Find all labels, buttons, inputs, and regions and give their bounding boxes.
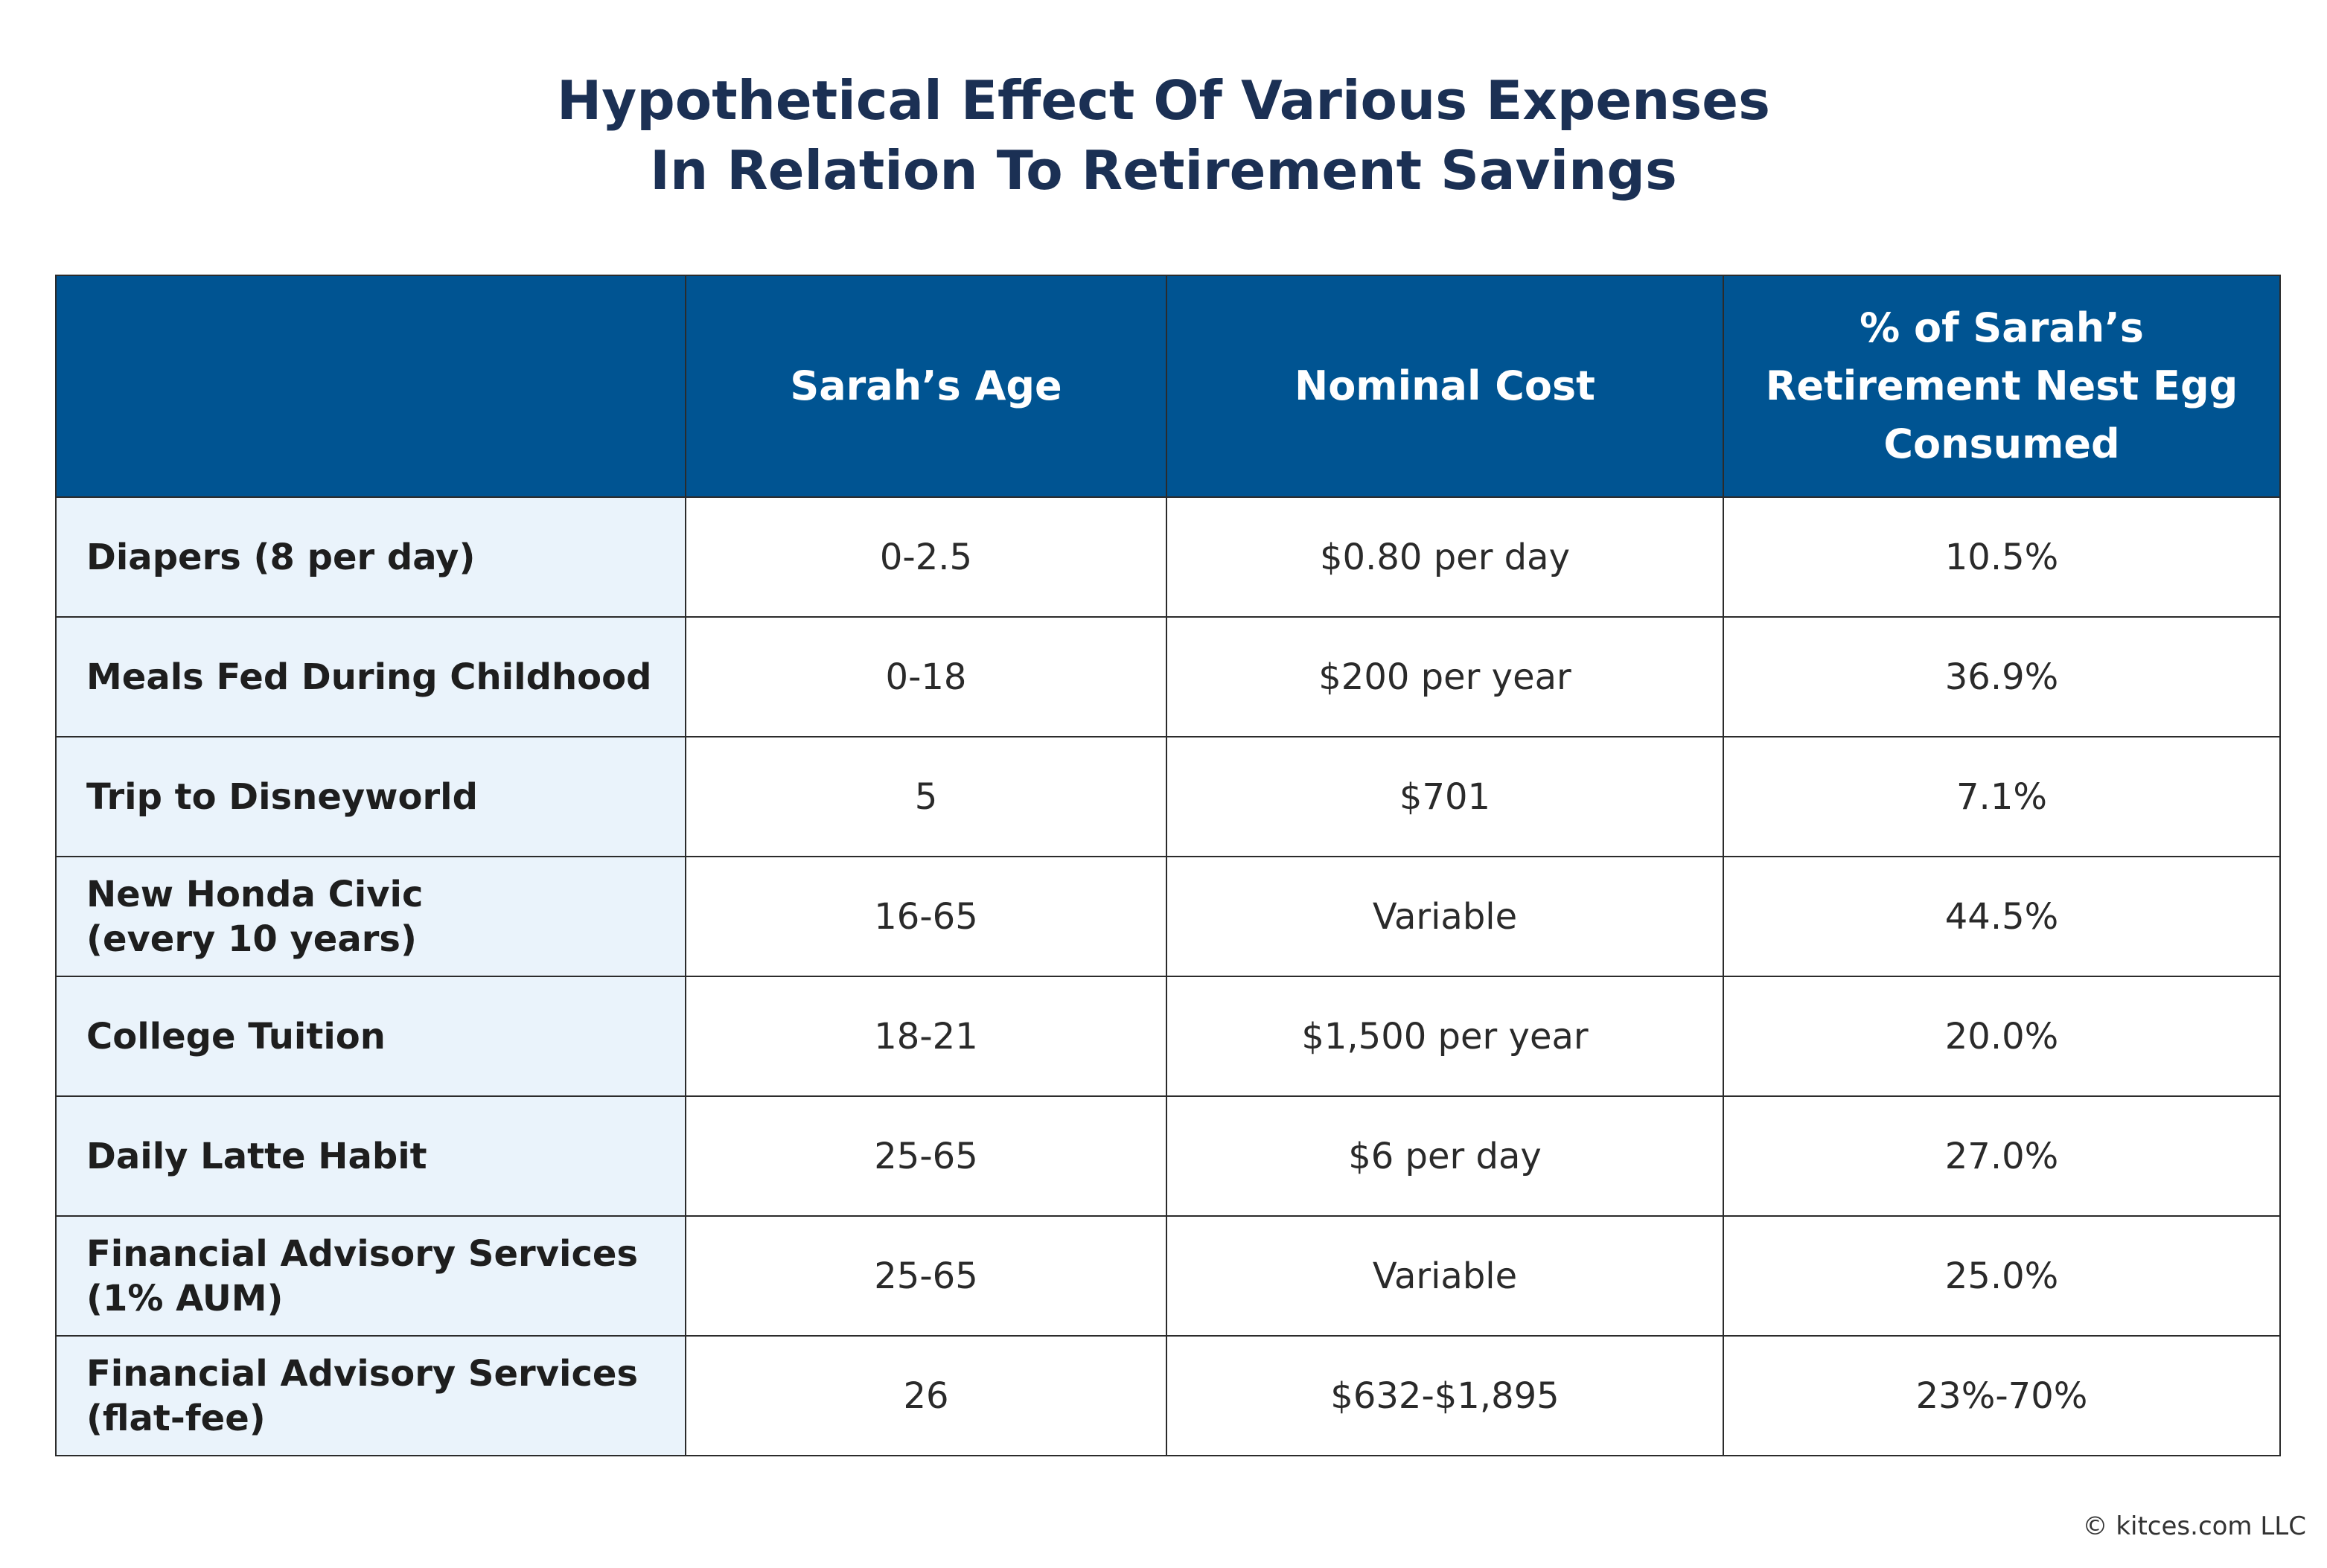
percent-cell: 7.1% (1723, 736, 2281, 857)
header-expense (55, 275, 686, 498)
expense-label-line-1: Financial Advisory Services (86, 1232, 639, 1275)
title-line-2: In Relation To Retirement Savings (650, 139, 1677, 202)
cost-cell: Variable (1166, 856, 1724, 977)
age-cell: 0-18 (685, 616, 1167, 737)
cost-cell: Variable (1166, 1215, 1724, 1337)
table-row: Financial Advisory Services (flat-fee) 26 $… (55, 1335, 2281, 1456)
header-percent-line-1: % of Sarah’s (1860, 304, 2144, 351)
expense-label: New Honda Civic (every 10 years) (55, 856, 686, 977)
expense-label-line-1: Meals Fed During Childhood (86, 656, 652, 698)
age-cell: 25-65 (685, 1095, 1167, 1217)
percent-cell: 20.0% (1723, 976, 2281, 1097)
header-percent-line-3: Consumed (1883, 420, 2120, 467)
page-title: Hypothetical Effect Of Various Expenses … (0, 65, 2327, 205)
expense-label-line-1: Diapers (8 per day) (86, 536, 476, 578)
title-line-1: Hypothetical Effect Of Various Expenses (557, 69, 1770, 132)
header-sarahs-age: Sarah’s Age (685, 275, 1167, 498)
table-row: Diapers (8 per day) 0-2.5 $0.80 per day 10.… (55, 496, 2281, 618)
table-row: New Honda Civic (every 10 years) 16-65 Vari… (55, 856, 2281, 977)
age-cell: 0-2.5 (685, 496, 1167, 618)
expense-label-line-1: College Tuition (86, 1015, 386, 1057)
expense-label-line-1: Daily Latte Habit (86, 1135, 427, 1177)
cost-cell: $6 per day (1166, 1095, 1724, 1217)
age-cell: 25-65 (685, 1215, 1167, 1337)
age-cell: 18-21 (685, 976, 1167, 1097)
expense-label-line-1: Trip to Disneyworld (86, 775, 478, 818)
cost-cell: $0.80 per day (1166, 496, 1724, 618)
table-header-row: Sarah’s Age Nominal Cost % of Sarah’s Re… (55, 275, 2281, 498)
table-row: Financial Advisory Services (1% AUM) 25-65… (55, 1215, 2281, 1337)
percent-cell: 44.5% (1723, 856, 2281, 977)
table-row: College Tuition 18-21 $1,500 per year 20.0% (55, 976, 2281, 1097)
copyright-notice: © kitces.com LLC (2082, 1511, 2306, 1541)
header-nominal-cost: Nominal Cost (1166, 275, 1724, 498)
expense-label: Financial Advisory Services (flat-fee) (55, 1335, 686, 1456)
expense-label-line-1: Financial Advisory Services (86, 1352, 639, 1395)
percent-cell: 36.9% (1723, 616, 2281, 737)
age-cell: 5 (685, 736, 1167, 857)
expense-label: Daily Latte Habit (55, 1095, 686, 1217)
cost-cell: $200 per year (1166, 616, 1724, 737)
age-cell: 26 (685, 1335, 1167, 1456)
expense-label-line-2: (every 10 years) (86, 918, 417, 960)
cost-cell: $701 (1166, 736, 1724, 857)
expense-label: Trip to Disneyworld (55, 736, 686, 857)
header-percent-line-2: Retirement Nest Egg (1765, 362, 2238, 409)
cost-cell: $1,500 per year (1166, 976, 1724, 1097)
expense-label-line-1: New Honda Civic (86, 873, 424, 915)
percent-cell: 10.5% (1723, 496, 2281, 618)
table-row: Trip to Disneyworld 5 $701 7.1% (55, 736, 2281, 857)
expense-label: Meals Fed During Childhood (55, 616, 686, 737)
header-percent-consumed: % of Sarah’s Retirement Nest Egg Consume… (1723, 275, 2281, 498)
percent-cell: 27.0% (1723, 1095, 2281, 1217)
expense-label: College Tuition (55, 976, 686, 1097)
cost-cell: $632-$1,895 (1166, 1335, 1724, 1456)
expenses-table: Sarah’s Age Nominal Cost % of Sarah’s Re… (55, 275, 2281, 1456)
table-row: Meals Fed During Childhood 0-18 $200 per y… (55, 616, 2281, 737)
expense-label-line-2: (1% AUM) (86, 1277, 284, 1319)
expense-label: Financial Advisory Services (1% AUM) (55, 1215, 686, 1337)
percent-cell: 25.0% (1723, 1215, 2281, 1337)
percent-cell: 23%-70% (1723, 1335, 2281, 1456)
table-row: Daily Latte Habit 25-65 $6 per day 27.0% (55, 1095, 2281, 1217)
age-cell: 16-65 (685, 856, 1167, 977)
expense-label: Diapers (8 per day) (55, 496, 686, 618)
expense-label-line-2: (flat-fee) (86, 1397, 266, 1439)
